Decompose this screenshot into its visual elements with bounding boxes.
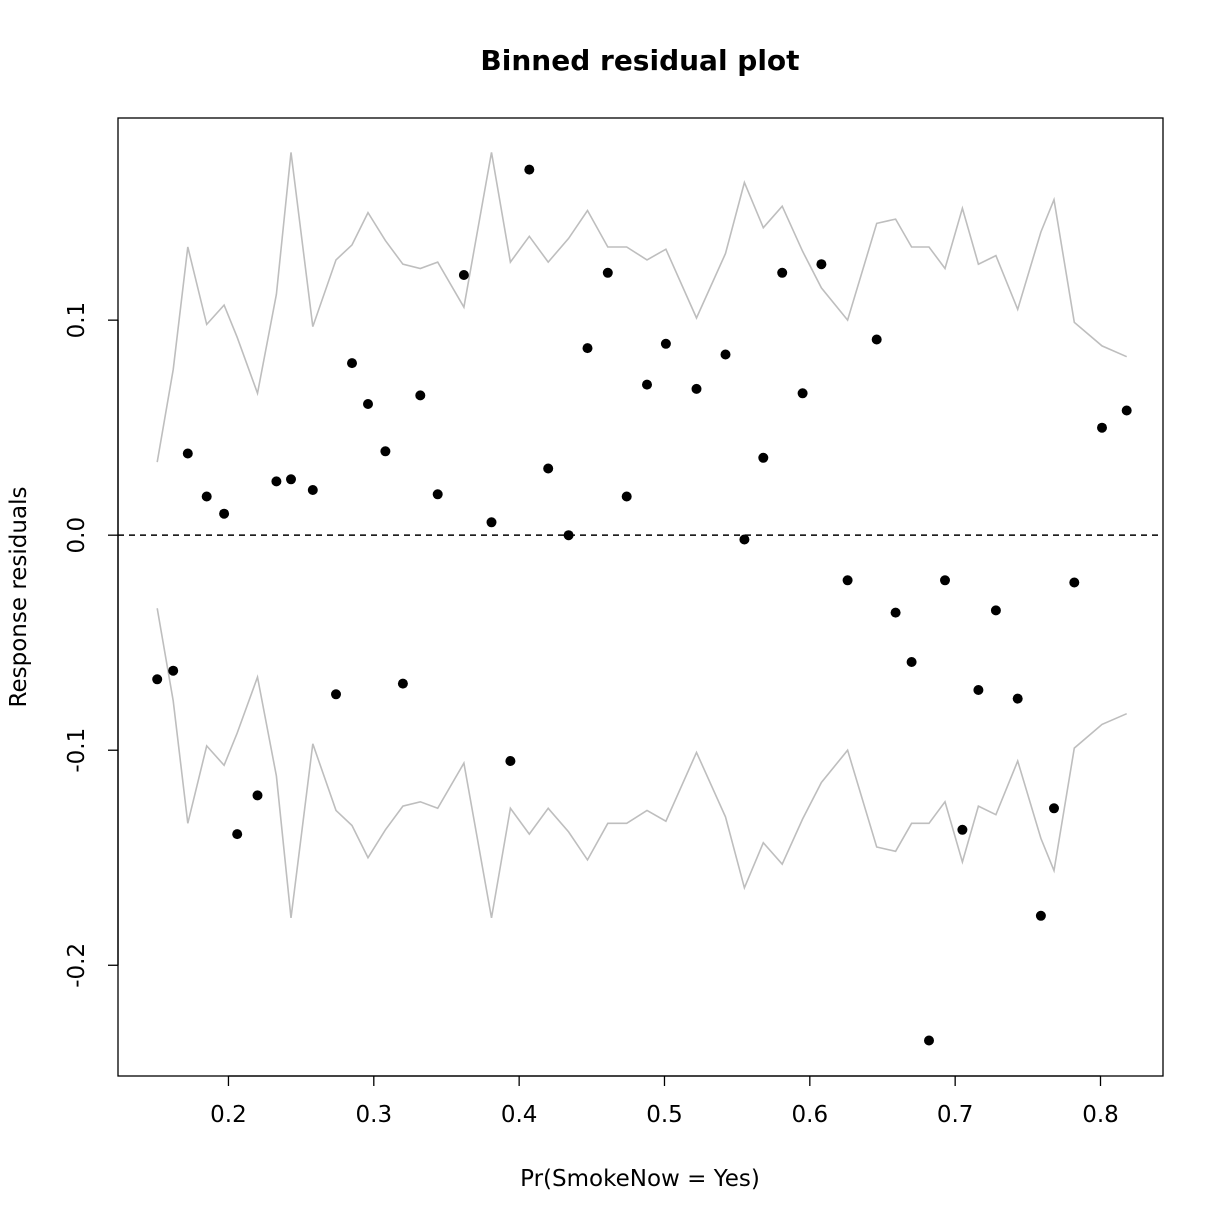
residual-point: [842, 575, 853, 586]
x-axis: 0.2 0.3 0.4 0.5 0.6 0.7 0.8: [210, 1075, 1119, 1128]
residual-point: [906, 657, 917, 667]
residual-point: [415, 390, 426, 401]
residual-point: [1097, 422, 1107, 433]
x-axis-label: Pr(SmokeNow = Yes): [520, 1166, 760, 1192]
residual-point: [691, 383, 702, 394]
y-tick-label: -0.1: [64, 728, 90, 773]
residual-point: [871, 334, 882, 345]
residual-point: [602, 267, 613, 278]
residual-point: [219, 508, 230, 519]
x-tick-label: 0.3: [356, 1102, 393, 1128]
residual-point: [720, 349, 731, 360]
residual-point: [271, 476, 282, 487]
residual-point: [739, 534, 750, 545]
residual-point: [890, 607, 901, 618]
x-tick-label: 0.6: [792, 1102, 829, 1128]
residual-point: [621, 491, 632, 502]
residual-point: [286, 474, 296, 485]
residual-point: [957, 824, 968, 835]
residual-point: [505, 756, 516, 766]
residual-point: [1069, 577, 1080, 588]
residual-point: [252, 790, 263, 801]
upper-bound-line: [156, 152, 1128, 463]
residual-point: [582, 343, 593, 354]
residual-point: [1035, 910, 1046, 921]
residual-point: [642, 379, 652, 390]
residual-point: [201, 491, 212, 502]
x-tick-label: 0.2: [210, 1102, 247, 1128]
residual-point: [232, 829, 243, 840]
residual-point: [380, 446, 391, 457]
residual-point: [168, 665, 179, 676]
upper-bound-series: [156, 152, 1128, 463]
y-tick-label: 0.1: [64, 302, 90, 339]
residual-point: [307, 485, 318, 495]
residual-point: [1049, 803, 1059, 814]
x-tick-label: 0.4: [501, 1102, 538, 1128]
residual-point: [990, 605, 1001, 616]
residual-point: [797, 388, 808, 399]
x-tick-label: 0.7: [937, 1102, 974, 1128]
residual-point: [347, 358, 357, 369]
x-tick-label: 0.5: [646, 1102, 683, 1128]
residual-point: [524, 164, 535, 175]
residual-point: [182, 448, 193, 459]
residual-point: [940, 575, 950, 586]
residual-point: [924, 1035, 934, 1046]
residual-points-series: [152, 164, 1132, 1046]
x-tick-label: 0.8: [1082, 1102, 1119, 1128]
residual-point: [363, 399, 373, 409]
residual-point: [563, 530, 574, 541]
residual-point: [432, 489, 443, 500]
residual-point: [331, 689, 341, 700]
plot-frame: [117, 117, 1164, 1077]
y-axis-label: Response residuals: [6, 487, 32, 708]
residual-point: [543, 463, 554, 474]
residual-point: [758, 452, 769, 463]
residual-point: [486, 517, 497, 528]
residual-point: [397, 678, 408, 689]
residual-point: [1121, 405, 1132, 416]
residual-point: [152, 674, 163, 685]
residual-point: [973, 685, 984, 695]
residual-point: [1012, 693, 1023, 704]
residual-point: [777, 267, 788, 278]
y-tick-label: 0.0: [64, 517, 90, 554]
chart-title: Binned residual plot: [480, 44, 799, 77]
residual-point: [660, 338, 671, 349]
lower-bound-series: [156, 608, 1128, 919]
residual-point: [816, 259, 827, 270]
y-tick-label: -0.2: [64, 943, 90, 988]
y-axis: -0.2 -0.1 0.0 0.1: [64, 302, 119, 988]
lower-bound-line: [156, 608, 1128, 919]
residual-point: [458, 270, 469, 280]
